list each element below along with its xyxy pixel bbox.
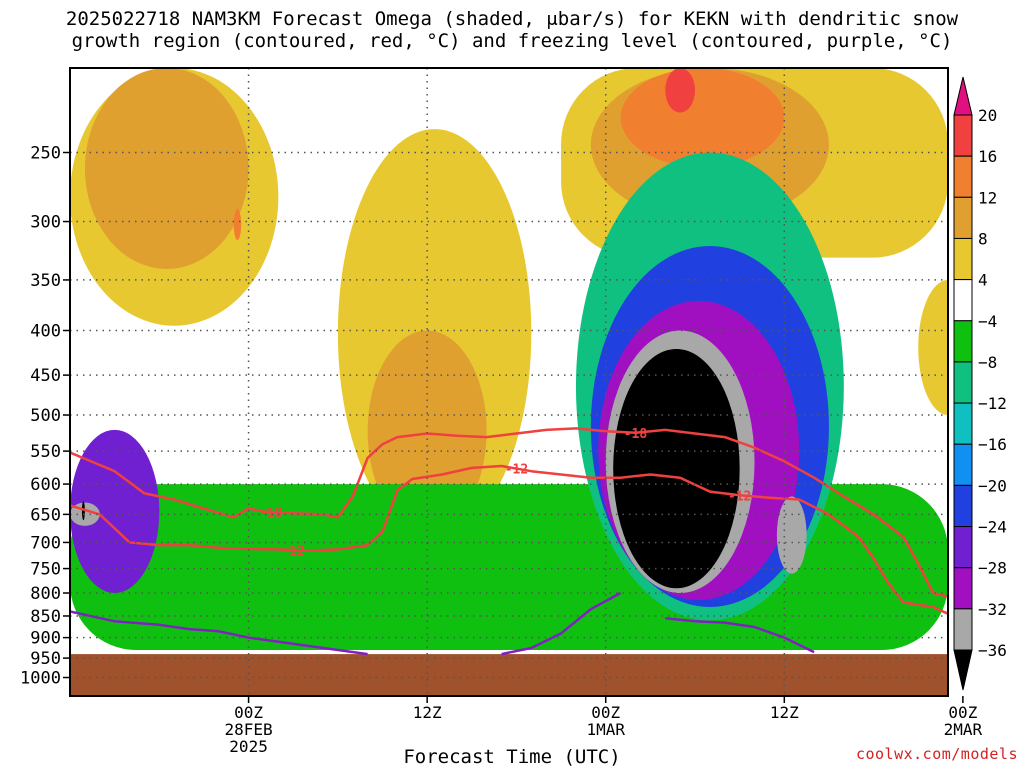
x-tick-label-48-0: 00Z — [948, 703, 977, 722]
axes: 2503003504004505005506006507007508008509… — [20, 67, 983, 756]
shaded-region-16 — [70, 429, 160, 594]
colorbar-label-1: 16 — [978, 147, 997, 166]
y-tick-label-600: 600 — [30, 475, 61, 495]
x-tick-label-24-1: 1MAR — [586, 720, 625, 739]
colorbar-bin-10 — [953, 526, 973, 569]
freezing-level-contour-2 — [665, 616, 815, 654]
colorbar-label-12: −32 — [978, 600, 1007, 619]
dgz-contour-1 — [70, 464, 948, 616]
y-tick-label-850: 850 — [30, 607, 61, 627]
y-tick-label-700: 700 — [30, 533, 61, 553]
credit-link[interactable]: coolwx.com/models — [855, 745, 1018, 763]
y-tick-label-550: 550 — [30, 442, 61, 462]
colorbar-label-11: −28 — [978, 559, 1007, 578]
colorbar-bin-6 — [953, 361, 973, 404]
colorbar-bin-4 — [953, 279, 973, 322]
colorbar-bin-8 — [953, 443, 973, 486]
chart-title-line-1: 2025022718 NAM3KM Forecast Omega (shaded… — [65, 8, 959, 30]
y-tick-label-300: 300 — [30, 213, 61, 233]
shaded-region-9 — [918, 279, 948, 415]
y-tick-label-250: 250 — [30, 144, 61, 164]
grid-lines — [70, 68, 948, 696]
x-tick-label-24-0: 00Z — [591, 703, 620, 722]
ground-surface — [70, 654, 948, 696]
colorbar-label-7: −12 — [978, 394, 1007, 413]
colorbar-bin-0 — [953, 114, 973, 157]
y-tick-label-450: 450 — [30, 366, 61, 386]
y-tick-label-1000: 1000 — [20, 669, 61, 689]
y-tick-label-900: 900 — [30, 629, 61, 649]
shaded-region-8 — [665, 68, 696, 113]
chart-title-line-2: growth region (contoured, red, °C) and f… — [71, 30, 953, 52]
contour-label-1: -18 — [624, 427, 648, 442]
colorbar-label-13: −36 — [978, 641, 1007, 660]
colorbar-bin-2 — [953, 196, 973, 239]
colorbar-bin-11 — [953, 567, 973, 610]
shaded-region-2 — [233, 208, 242, 241]
x-tick-label-48-1: 2MAR — [944, 720, 983, 739]
x-tick-label-0-0: 00Z — [234, 703, 263, 722]
colorbar-label-2: 12 — [978, 188, 997, 207]
colorbar-bin-3 — [953, 237, 973, 281]
colorbar-label-4: 4 — [978, 271, 988, 290]
y-tick-label-650: 650 — [30, 505, 61, 525]
shaded-region-7 — [620, 68, 785, 168]
colorbar-label-5: −4 — [978, 312, 997, 331]
y-tick-label-950: 950 — [30, 649, 61, 669]
colorbar-bin-5 — [953, 320, 973, 363]
x-tick-label-36-0: 12Z — [770, 703, 799, 722]
colorbar-label-8: −16 — [978, 435, 1007, 454]
shaded-region-15 — [613, 348, 740, 589]
x-tick-label-12-0: 12Z — [413, 703, 442, 722]
y-tick-label-500: 500 — [30, 406, 61, 426]
freezing-level-contour-0 — [70, 610, 368, 656]
plot-area: -18 -18 -12 -12 -12 — [70, 68, 948, 696]
y-tick-label-800: 800 — [30, 584, 61, 604]
plot-frame — [69, 67, 949, 697]
colorbar-bottom-arrow — [953, 649, 973, 691]
y-tick-label-400: 400 — [30, 322, 61, 342]
y-tick-label-350: 350 — [30, 271, 61, 291]
x-tick-label-0-1: 28FEB — [224, 720, 272, 739]
colorbar-bin-9 — [953, 484, 973, 528]
colorbar-label-6: −8 — [978, 353, 997, 372]
colorbar: 20 16 12 8 4 −4 −8 −12 −16 −20 −24 −28 −32 −36 — [953, 76, 1007, 691]
colorbar-bin-7 — [953, 402, 973, 445]
contour-label-4: -12 — [505, 463, 528, 478]
x-axis-title: Forecast Time (UTC) — [403, 746, 621, 768]
x-tick-label-0-2: 2025 — [229, 737, 268, 756]
contour-label-3: -12 — [281, 544, 304, 559]
shaded-region-20 — [776, 496, 807, 574]
colorbar-label-9: −20 — [978, 476, 1007, 495]
contour-label-5: -12 — [728, 489, 751, 504]
colorbar-label-10: −24 — [978, 518, 1007, 537]
colorbar-bin-12 — [953, 608, 973, 651]
dgz-contour-0 — [70, 427, 948, 598]
contour-label-0: -18 — [259, 506, 283, 521]
shaded-region-4 — [367, 330, 487, 532]
freezing-level-contour-1 — [501, 591, 622, 656]
colorbar-label-0: 20 — [978, 106, 997, 125]
y-tick-label-750: 750 — [30, 560, 61, 580]
colorbar-top-arrow — [953, 76, 973, 116]
colorbar-bin-1 — [953, 155, 973, 198]
colorbar-label-3: 8 — [978, 229, 988, 248]
shaded-region-1 — [84, 68, 249, 269]
